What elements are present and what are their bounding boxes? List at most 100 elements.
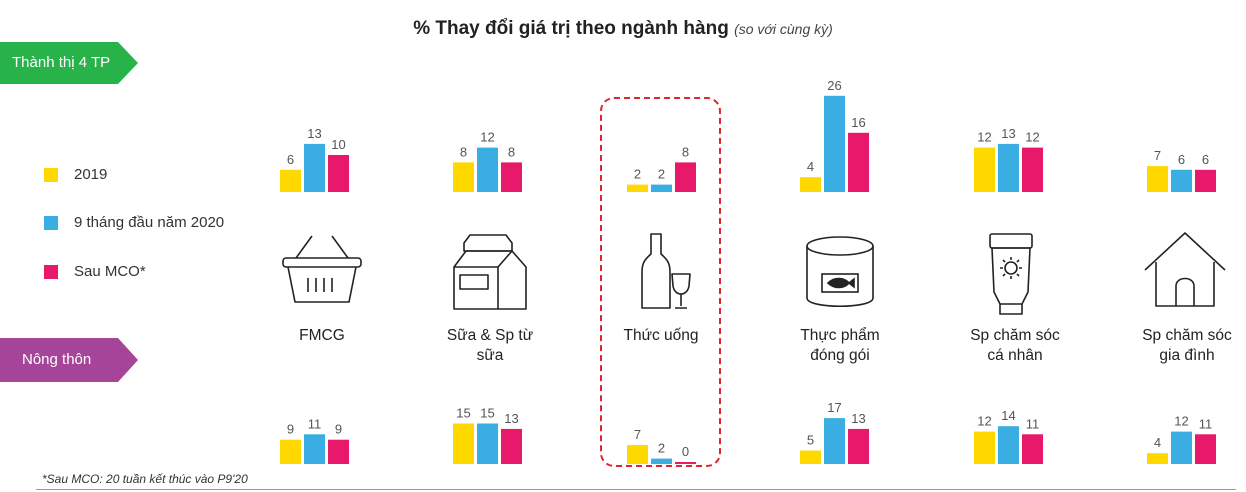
bar-urban-household-care-series-2 — [1195, 169, 1216, 192]
category-label-line2: sữa — [476, 347, 504, 364]
bar-rural-packaged-food-series-1 — [824, 418, 845, 464]
data-label-rural-household-care-series-0: 4 — [1154, 435, 1161, 450]
category-label-packaged-food: Thực phẩm đóng gói — [765, 326, 915, 366]
region-label-urban: Thành thị 4 TP — [0, 42, 138, 84]
data-label-urban-personal-care-series-2: 12 — [1025, 130, 1039, 145]
chart-title: % Thay đổi giá trị theo ngành hàng (so v… — [0, 18, 1246, 40]
bar-rural-packaged-food-series-2 — [848, 428, 869, 464]
data-label-urban-packaged-food-series-1: 26 — [827, 78, 841, 93]
bar-rural-dairy-series-1 — [477, 423, 498, 464]
bar-rural-beverages-series-0 — [627, 445, 648, 464]
category-label-line2: cá nhân — [987, 347, 1043, 364]
category-label-personal-care: Sp chăm sóc cá nhân — [940, 326, 1090, 366]
bar-urban-fmcg-series-1 — [304, 143, 325, 192]
data-label-urban-beverages-series-1: 2 — [658, 167, 665, 182]
data-label-rural-personal-care-series-0: 12 — [977, 414, 991, 429]
data-label-urban-personal-care-series-0: 12 — [977, 130, 991, 145]
bar-rural-household-care-series-0 — [1147, 453, 1168, 464]
chart-title-note: (so với cùng kỳ) — [734, 21, 833, 37]
legend-swatch — [44, 216, 58, 230]
legend-swatch — [44, 265, 58, 279]
data-label-urban-household-care-series-2: 6 — [1202, 152, 1209, 167]
data-label-rural-fmcg-series-2: 9 — [335, 422, 342, 437]
category-label-household-care: Sp chăm sóc gia đình — [1112, 326, 1246, 366]
data-label-rural-beverages-series-0: 7 — [634, 427, 641, 442]
category-label-line1: FMCG — [299, 327, 345, 344]
data-label-rural-household-care-series-1: 12 — [1174, 414, 1188, 429]
bar-rural-fmcg-series-1 — [304, 434, 325, 464]
bar-urban-beverages-series-2 — [675, 162, 696, 192]
data-label-rural-packaged-food-series-1: 17 — [827, 400, 841, 415]
legend-label: 9 tháng đầu năm 2020 — [74, 214, 225, 231]
bar-urban-beverages-series-0 — [627, 184, 648, 192]
bar-rural-fmcg-series-0 — [280, 439, 301, 464]
category-label-beverages: Thức uống — [586, 326, 736, 346]
legend-swatch — [44, 168, 58, 182]
data-label-urban-dairy-series-0: 8 — [460, 144, 467, 159]
data-label-rural-fmcg-series-0: 9 — [287, 422, 294, 437]
legend-label: Sau MCO* — [74, 263, 146, 280]
bar-urban-fmcg-series-0 — [280, 169, 301, 192]
bar-urban-packaged-food-series-1 — [824, 95, 845, 192]
bottom-divider — [36, 489, 1236, 490]
bar-rural-beverages-series-2 — [675, 462, 696, 464]
bar-rural-dairy-series-2 — [501, 428, 522, 464]
category-label-line1: Sp chăm sóc — [970, 327, 1060, 344]
bar-rural-personal-care-series-1 — [998, 426, 1019, 464]
bar-rural-dairy-series-0 — [453, 423, 474, 464]
category-label-line2: đóng gói — [810, 347, 870, 364]
house-icon — [1144, 232, 1226, 307]
canned-fish-icon — [806, 236, 874, 308]
category-label-dairy: Sữa & Sp từ sữa — [415, 326, 565, 366]
milk-carton-icon — [453, 234, 527, 310]
data-label-rural-household-care-series-2: 11 — [1199, 416, 1213, 431]
highlight-beverages-box — [600, 97, 721, 467]
data-label-rural-dairy-series-1: 15 — [480, 406, 494, 421]
bar-urban-personal-care-series-0 — [974, 147, 995, 192]
category-label-line1: Thực phẩm — [800, 327, 880, 344]
bar-urban-packaged-food-series-2 — [848, 132, 869, 192]
bar-urban-fmcg-series-2 — [328, 155, 349, 192]
data-label-urban-packaged-food-series-0: 4 — [807, 159, 814, 174]
data-label-rural-fmcg-series-1: 11 — [308, 416, 322, 431]
bar-urban-personal-care-series-1 — [998, 143, 1019, 192]
bar-urban-household-care-series-0 — [1147, 166, 1168, 192]
data-label-urban-beverages-series-0: 2 — [634, 167, 641, 182]
region-label-rural: Nông thôn — [0, 338, 138, 382]
bar-urban-dairy-series-2 — [501, 162, 522, 192]
bar-urban-personal-care-series-2 — [1022, 147, 1043, 192]
data-label-urban-fmcg-series-0: 6 — [287, 152, 294, 167]
data-label-urban-dairy-series-1: 12 — [480, 130, 494, 145]
data-label-rural-dairy-series-0: 15 — [456, 406, 470, 421]
category-label-line1: Sp chăm sóc — [1142, 327, 1232, 344]
data-label-urban-household-care-series-0: 7 — [1154, 148, 1161, 163]
category-label-fmcg: FMCG — [247, 326, 397, 346]
category-label-line1: Thức uống — [623, 327, 699, 344]
legend-label: 2019 — [74, 166, 108, 183]
bar-rural-household-care-series-2 — [1195, 434, 1216, 464]
bar-rural-household-care-series-1 — [1171, 431, 1192, 464]
data-label-urban-dairy-series-2: 8 — [508, 144, 515, 159]
data-label-urban-household-care-series-1: 6 — [1178, 152, 1185, 167]
bar-urban-packaged-food-series-0 — [800, 177, 821, 192]
category-label-line1: Sữa & Sp từ — [446, 327, 534, 344]
data-label-rural-personal-care-series-1: 14 — [1001, 408, 1015, 423]
bar-urban-dairy-series-0 — [453, 162, 474, 192]
bar-rural-fmcg-series-2 — [328, 439, 349, 464]
wine-bottle-glass-icon — [641, 233, 691, 309]
data-label-rural-personal-care-series-2: 11 — [1026, 416, 1040, 431]
bar-urban-dairy-series-1 — [477, 147, 498, 192]
data-label-urban-fmcg-series-1: 13 — [307, 126, 321, 141]
data-label-rural-dairy-series-2: 13 — [504, 411, 518, 426]
data-label-urban-fmcg-series-2: 10 — [331, 137, 345, 152]
data-label-urban-personal-care-series-1: 13 — [1001, 126, 1015, 141]
bar-rural-beverages-series-1 — [651, 458, 672, 464]
bar-rural-personal-care-series-2 — [1022, 434, 1043, 464]
data-label-rural-beverages-series-1: 2 — [658, 441, 665, 456]
footnote: *Sau MCO: 20 tuần kết thúc vào P9'20 — [42, 472, 248, 486]
data-label-rural-beverages-series-2: 0 — [682, 444, 689, 459]
data-label-urban-beverages-series-2: 8 — [682, 144, 689, 159]
sunscreen-tube-icon — [989, 233, 1033, 315]
data-label-urban-packaged-food-series-2: 16 — [851, 115, 865, 130]
